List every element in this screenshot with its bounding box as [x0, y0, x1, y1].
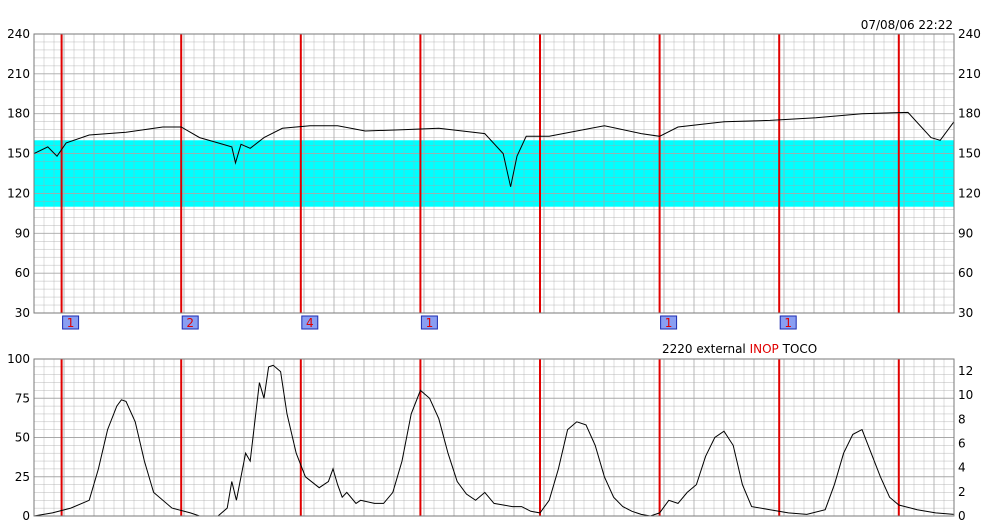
axis-tick-label: 30	[958, 306, 973, 320]
lower-panel: 100 75 50 25 0 12 10 8 6 4 2 0	[7, 352, 973, 522]
event-marker: 1	[62, 315, 80, 330]
upper-left-axis: 240 210 180 150 120 90 60 30	[7, 27, 30, 320]
event-marker-box	[420, 315, 438, 330]
event-marker-label: 4	[306, 316, 314, 330]
axis-tick-label: 2	[958, 485, 966, 499]
axis-tick-label: 120	[7, 186, 30, 200]
event-marker-label: 1	[67, 316, 75, 330]
event-marker-box	[62, 315, 80, 330]
axis-tick-label: 4	[958, 461, 966, 475]
axis-tick-label: 10	[958, 388, 973, 402]
upper-event-lines	[60, 34, 900, 313]
axis-tick-label: 180	[958, 107, 981, 121]
axis-tick-label: 150	[7, 147, 30, 161]
axis-tick-label: 90	[958, 226, 973, 240]
axis-tick-label: 100	[7, 352, 30, 366]
lower-left-axis: 100 75 50 25 0	[7, 352, 30, 522]
event-marker: 2	[181, 315, 199, 330]
event-marker-box	[181, 315, 199, 330]
axis-tick-label: 12	[958, 364, 973, 378]
axis-tick-label: 0	[958, 509, 966, 522]
lower-right-axis: 12 10 8 6 4 2 0	[958, 364, 973, 522]
axis-tick-label: 210	[958, 67, 981, 81]
event-marker: 1	[660, 315, 678, 330]
event-marker-label: 2	[186, 316, 194, 330]
lower-grid	[34, 359, 954, 516]
status-mode: external	[696, 342, 745, 356]
axis-tick-label: 60	[958, 266, 973, 280]
status-channel: TOCO	[782, 342, 818, 356]
status-code: 2220	[662, 342, 693, 356]
axis-tick-label: 75	[15, 391, 30, 405]
axis-tick-label: 6	[958, 437, 966, 451]
upper-panel: 240 210 180 150 120 90 60 30 240 210 180 150 120 90 6…	[7, 27, 981, 330]
event-marker-box	[301, 315, 319, 330]
axis-tick-label: 90	[15, 226, 30, 240]
axis-tick-label: 25	[15, 470, 30, 484]
axis-tick-label: 240	[7, 27, 30, 41]
event-marker: 1	[420, 315, 438, 330]
upper-event-markers: 1 2 4 1 1 1	[62, 315, 797, 330]
axis-tick-label: 120	[958, 186, 981, 200]
event-marker-label: 1	[784, 316, 792, 330]
axis-tick-label: 240	[958, 27, 981, 41]
event-marker-label: 1	[426, 316, 434, 330]
upper-right-axis: 240 210 180 150 120 90 60 30	[958, 27, 981, 320]
lower-frame	[33, 358, 955, 517]
axis-tick-label: 0	[22, 509, 30, 522]
upper-trace	[33, 111, 955, 187]
event-marker-box	[660, 315, 678, 330]
axis-tick-label: 30	[15, 306, 30, 320]
event-marker: 4	[301, 315, 319, 330]
lower-event-lines	[60, 359, 900, 516]
axis-tick-label: 60	[15, 266, 30, 280]
status-line: 2220 external INOP TOCO	[662, 342, 817, 356]
timestamp: 07/08/06 22:22	[861, 18, 953, 32]
event-marker-box	[779, 315, 797, 330]
axis-tick-label: 8	[958, 412, 966, 426]
axis-tick-label: 150	[958, 147, 981, 161]
event-marker: 1	[779, 315, 797, 330]
status-flag: INOP	[750, 342, 779, 356]
axis-tick-label: 210	[7, 67, 30, 81]
event-marker-label: 1	[665, 316, 673, 330]
upper-grid	[34, 34, 954, 313]
axis-tick-label: 180	[7, 107, 30, 121]
upper-frame	[33, 33, 955, 314]
axis-tick-label: 50	[15, 431, 30, 445]
